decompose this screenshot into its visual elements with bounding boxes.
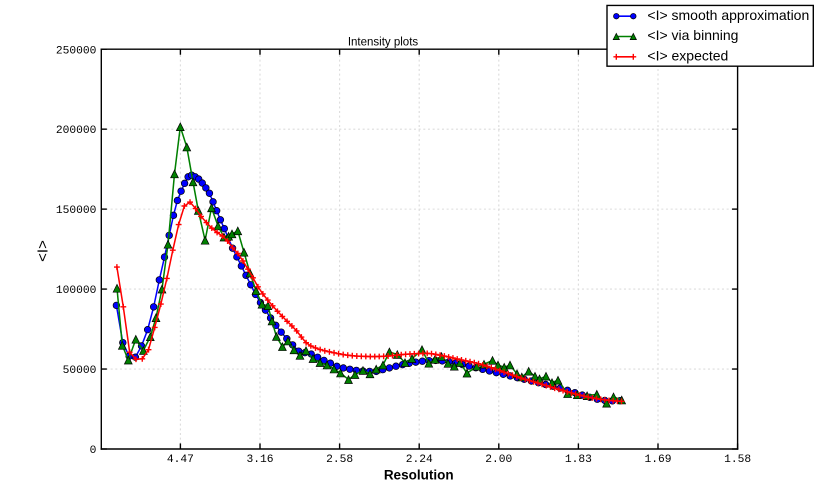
svg-text:200000: 200000: [56, 125, 97, 137]
svg-text:0: 0: [90, 445, 97, 457]
svg-text:<I> via binning: <I> via binning: [647, 27, 738, 43]
svg-text:1.58: 1.58: [724, 454, 751, 466]
svg-text:Intensity plots: Intensity plots: [348, 37, 419, 49]
svg-text:Resolution: Resolution: [384, 467, 454, 482]
svg-text:150000: 150000: [56, 205, 97, 217]
svg-text:3.16: 3.16: [246, 454, 273, 466]
svg-text:<I>: <I>: [34, 240, 51, 262]
svg-text:2.24: 2.24: [406, 454, 433, 466]
svg-text:250000: 250000: [56, 45, 97, 57]
svg-text:<I> smooth approximation: <I> smooth approximation: [647, 7, 809, 23]
svg-text:50000: 50000: [63, 365, 97, 377]
svg-text:2.58: 2.58: [326, 454, 353, 466]
svg-text:1.83: 1.83: [565, 454, 592, 466]
svg-text:100000: 100000: [56, 285, 97, 297]
svg-text:2.00: 2.00: [485, 454, 512, 466]
svg-text:4.47: 4.47: [167, 454, 194, 466]
svg-text:1.69: 1.69: [644, 454, 671, 466]
svg-text:<I> expected: <I> expected: [647, 47, 728, 63]
